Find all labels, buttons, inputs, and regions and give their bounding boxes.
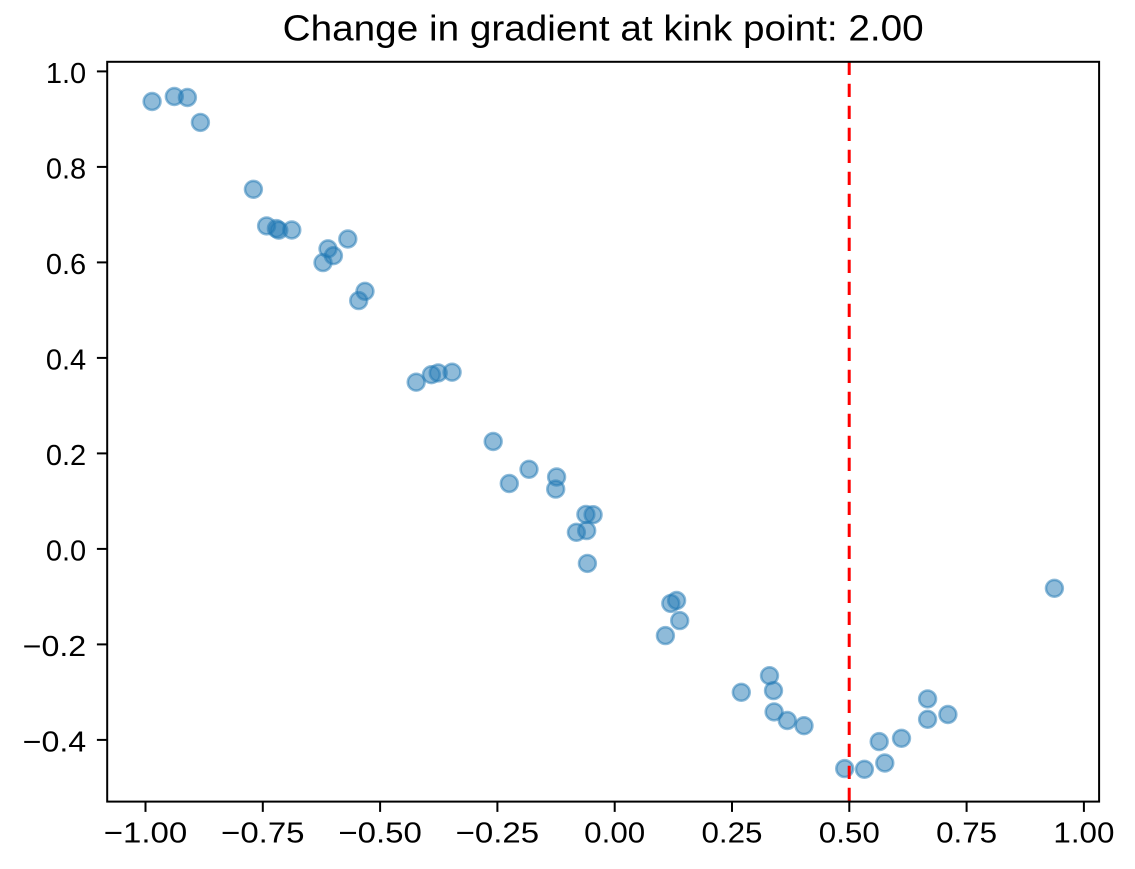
svg-text:0.0: 0.0 — [46, 536, 86, 568]
svg-text:0.75: 0.75 — [936, 817, 997, 849]
svg-text:0.25: 0.25 — [702, 817, 763, 849]
svg-text:−0.50: −0.50 — [338, 817, 422, 849]
svg-text:−0.2: −0.2 — [23, 631, 87, 663]
svg-text:−1.00: −1.00 — [104, 817, 188, 849]
svg-text:−0.75: −0.75 — [221, 817, 305, 849]
svg-text:−0.4: −0.4 — [23, 727, 87, 759]
svg-text:0.00: 0.00 — [584, 817, 645, 849]
svg-text:−0.25: −0.25 — [456, 817, 540, 849]
svg-text:0.2: 0.2 — [46, 440, 86, 472]
svg-text:Change in gradient at kink poi: Change in gradient at kink point: 2.00 — [283, 8, 924, 49]
svg-text:0.6: 0.6 — [46, 249, 86, 281]
svg-text:1.00: 1.00 — [1053, 817, 1114, 849]
svg-text:1.0: 1.0 — [46, 58, 86, 90]
svg-text:0.50: 0.50 — [819, 817, 880, 849]
svg-text:0.4: 0.4 — [46, 345, 86, 377]
svg-text:0.8: 0.8 — [46, 154, 86, 186]
